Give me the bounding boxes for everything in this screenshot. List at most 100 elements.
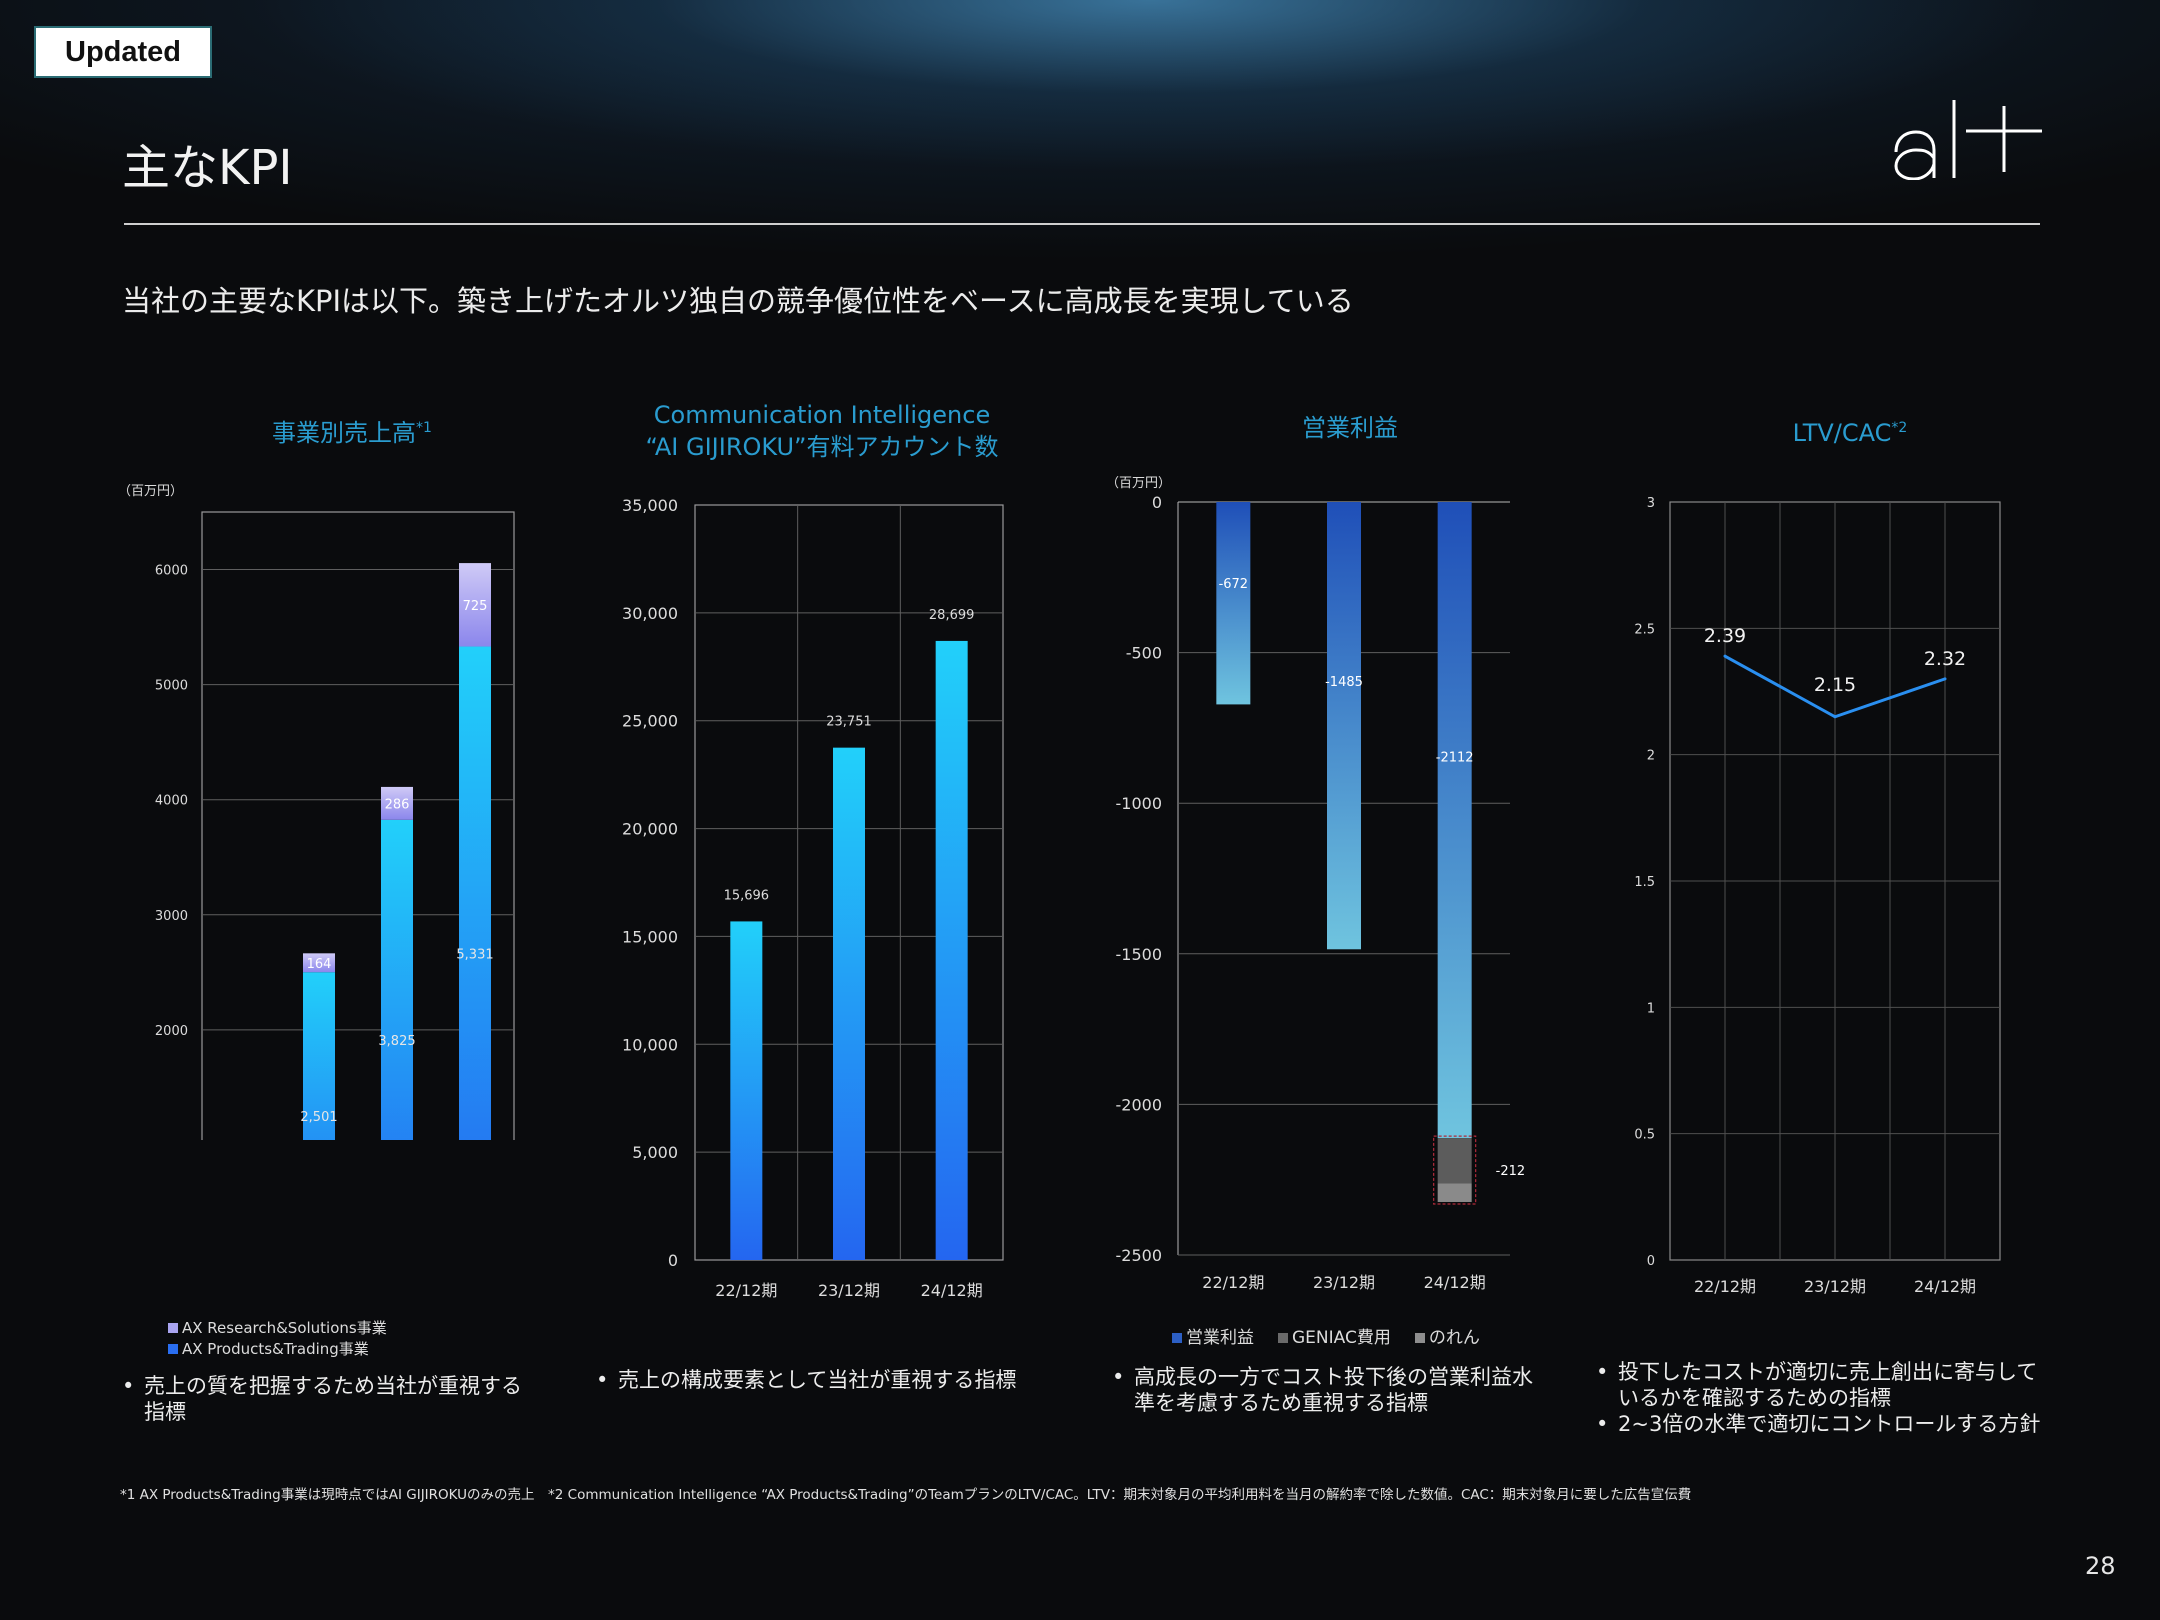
sales-y-tick-label: 5000 — [155, 679, 188, 694]
ltv-value-label: 2.15 — [1814, 674, 1856, 696]
sales-value-label-products: 3,825 — [378, 1034, 415, 1049]
ltv-note: 投下したコストが適切に売上創出に寄与しているかを確認するための指標 2~3倍の水… — [1596, 1359, 2046, 1437]
ltv-chart-title-sup: *2 — [1891, 420, 1908, 436]
ltv-x-tick-label: 24/12期 — [1914, 1277, 1976, 1296]
sales-note: 売上の質を把握するため当社が重視する指標 — [122, 1373, 542, 1425]
page-title: 主なKPI — [122, 140, 293, 196]
legend-swatch-operating-profit — [1172, 1333, 1182, 1343]
sales-y-tick-label: 6000 — [155, 564, 188, 579]
ltv-y-tick-label: 0 — [1647, 1254, 1655, 1269]
sales-bar-products — [303, 972, 335, 1140]
sales-plot-frame — [201, 511, 515, 1140]
ltv-x-tick-label: 23/12期 — [1804, 1277, 1866, 1296]
profit-y-tick-label: -1500 — [1116, 945, 1163, 964]
accounts-value-label: 15,696 — [724, 888, 770, 903]
sales-y-tick-label: 4000 — [155, 794, 188, 809]
accounts-chart-title: Communication Intelligence “AI GIJIROKU”… — [612, 399, 1032, 463]
profit-note: 高成長の一方でコスト投下後の営業利益水準を考慮するため重視する指標 — [1112, 1364, 1552, 1416]
ltv-x-tick-label: 22/12期 — [1694, 1277, 1756, 1296]
ltv-y-tick-label: 1.5 — [1634, 875, 1655, 890]
profit-value-label: -2112 — [1436, 750, 1474, 765]
legend-label-noren: のれん — [1428, 1328, 1480, 1348]
sales-y-tick-label: 2000 — [155, 1024, 188, 1039]
legend-label-geniac: GENIAC費用 — [1292, 1328, 1391, 1348]
sales-value-label-research: 725 — [463, 599, 488, 614]
profit-y-tick-label: 0 — [1152, 493, 1162, 512]
sales-chart-title-text: 事業別売上高 — [272, 419, 417, 447]
sales-chart-title: 事業別売上高*1 — [222, 412, 482, 449]
profit-y-tick-label: -1000 — [1116, 794, 1163, 813]
accounts-y-tick-label: 10,000 — [622, 1035, 678, 1054]
accounts-y-tick-label: 20,000 — [622, 820, 678, 839]
accounts-y-tick-label: 0 — [668, 1251, 678, 1270]
accounts-y-tick-label: 35,000 — [622, 496, 678, 515]
sales-unit-label: （百万円） — [118, 484, 184, 499]
sales-value-label-products: 2,501 — [300, 1110, 337, 1125]
ltv-y-tick-label: 1 — [1647, 1001, 1655, 1016]
accounts-y-tick-label: 30,000 — [622, 604, 678, 623]
sales-bar-research — [459, 563, 491, 647]
profit-chart: 0 -500 -1000 -1500 -2000 -2500 -672 22/12期 -1485… — [1116, 493, 1526, 1292]
legend-item-noren: のれん — [1414, 1328, 1480, 1349]
accounts-chart-title-line1: Communication Intelligence — [653, 401, 991, 429]
sales-chart: 010002000300040005000600079416121/12期2,5… — [155, 511, 515, 1140]
subtitle: 当社の主要なKPIは以下。築き上げたオルツ独自の競争優位性をベースに高成長を実現… — [122, 284, 1354, 318]
sales-note-item: 売上の質を把握するため当社が重視する指標 — [122, 1373, 542, 1425]
sales-chart-title-sup: *1 — [416, 420, 432, 436]
profit-note-item: 高成長の一方でコスト投下後の営業利益水準を考慮するため重視する指標 — [1112, 1364, 1552, 1416]
accounts-y-tick-label: 5,000 — [632, 1143, 678, 1162]
updated-badge: Updated — [34, 26, 212, 78]
profit-x-tick-label: 24/12期 — [1424, 1273, 1486, 1292]
accounts-bar — [833, 747, 865, 1260]
ltv-data-point — [1833, 715, 1837, 719]
legend-item-products: AX Products&Trading事業 — [168, 1339, 387, 1360]
accounts-x-tick-label: 24/12期 — [921, 1281, 983, 1300]
ltv-y-tick-label: 2 — [1647, 749, 1655, 764]
sales-bar-research — [381, 786, 413, 820]
profit-bar-operating — [1216, 502, 1251, 705]
ltv-note-item-1: 投下したコストが適切に売上創出に寄与しているかを確認するための指標 — [1596, 1359, 2046, 1411]
accounts-y-tick-label: 25,000 — [622, 712, 678, 731]
accounts-x-tick-label: 23/12期 — [818, 1281, 880, 1300]
sales-value-label-products: 5,331 — [456, 947, 493, 962]
profit-y-tick-label: -500 — [1126, 644, 1162, 663]
accounts-value-label: 28,699 — [929, 608, 975, 623]
ltv-y-tick-label: 0.5 — [1634, 1128, 1655, 1143]
company-logo — [1894, 100, 2042, 180]
legend-item-research: AX Research&Solutions事業 — [168, 1318, 387, 1339]
profit-y-tick-label: -2500 — [1116, 1246, 1163, 1265]
ltv-chart: 0 0.5 1 1.5 2 2.5 3 2.39 22/12期 2.15 23/12期 2.32 24/… — [1634, 496, 2001, 1296]
accounts-chart: 0 5,000 10,000 15,000 20,000 25,000 30,000 35,0… — [622, 496, 1004, 1300]
ltv-note-item-2: 2~3倍の水準で適切にコントロールする方針 — [1596, 1411, 2046, 1437]
legend-label-products: AX Products&Trading事業 — [182, 1340, 369, 1358]
sales-y-tick-label: 1000 — [155, 1139, 188, 1140]
legend-item-geniac: GENIAC費用 — [1278, 1328, 1391, 1349]
accounts-bar — [730, 921, 763, 1260]
legend-item-operating-profit: 営業利益 — [1172, 1328, 1254, 1349]
profit-x-tick-label: 22/12期 — [1202, 1273, 1264, 1292]
legend-swatch-noren — [1414, 1333, 1425, 1343]
title-divider — [124, 223, 2040, 225]
profit-bar-operating — [1437, 502, 1472, 1139]
legend-label-operating-profit: 営業利益 — [1186, 1328, 1254, 1348]
ltv-value-label: 2.32 — [1924, 648, 1966, 670]
accounts-x-tick-label: 22/12期 — [715, 1281, 777, 1300]
profit-value-label: -1485 — [1325, 675, 1363, 690]
sales-value-label-research: 164 — [307, 957, 332, 972]
legend-swatch-geniac — [1278, 1333, 1288, 1343]
ltv-value-label: 2.39 — [1704, 625, 1746, 647]
profit-bar-noren — [1437, 1183, 1472, 1202]
ltv-chart-title-text: LTV/CAC — [1792, 419, 1892, 447]
profit-x-tick-label: 23/12期 — [1313, 1273, 1375, 1292]
accounts-chart-title-line2: “AI GIJIROKU”有料アカウント数 — [645, 433, 999, 461]
page-number: 28 — [2085, 1552, 2116, 1580]
sales-bar-products — [381, 819, 413, 1140]
ltv-data-point — [1723, 654, 1727, 658]
accounts-note: 売上の構成要素として当社が重視する指標 — [596, 1367, 1056, 1393]
profit-unit-label: （百万円） — [1106, 476, 1172, 491]
profit-annotation-label: -212 — [1496, 1164, 1526, 1179]
legend-label-research: AX Research&Solutions事業 — [182, 1319, 387, 1337]
sales-bar-products — [459, 646, 491, 1140]
footnote: *1 AX Products&Trading事業は現時点ではAI GIJIROK… — [120, 1487, 1692, 1503]
profit-legend: 営業利益 GENIAC費用 のれん — [1172, 1328, 1480, 1349]
